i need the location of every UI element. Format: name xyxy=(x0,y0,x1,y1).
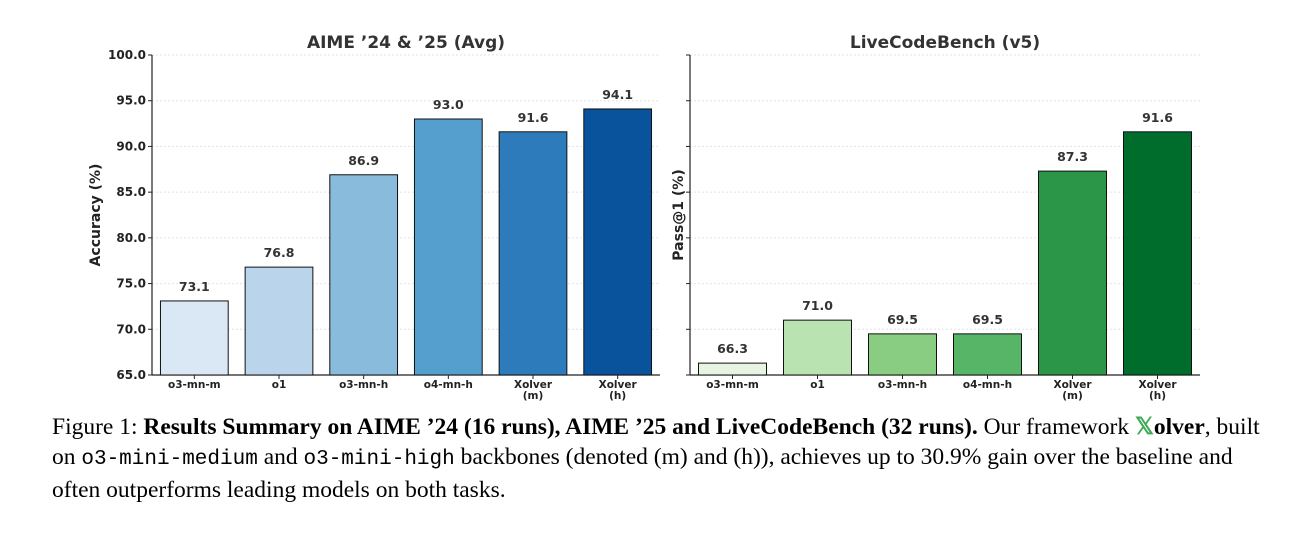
bar xyxy=(869,334,937,375)
data-label: 93.0 xyxy=(433,97,464,112)
bar xyxy=(414,119,482,375)
x-tick-label: (h) xyxy=(1149,390,1166,402)
caption-part3: and xyxy=(258,444,304,470)
data-label: 73.1 xyxy=(179,279,210,294)
data-label: 91.6 xyxy=(518,110,549,125)
y-tick-label: 85.0 xyxy=(116,185,146,199)
y-axis-label: Accuracy (%) xyxy=(88,164,104,267)
caption-code-medium: o3-mini-medium xyxy=(81,448,257,471)
y-tick-label: 100.0 xyxy=(108,48,146,62)
bar xyxy=(330,175,398,375)
caption-prefix: Figure 1: xyxy=(52,414,143,440)
x-tick-label: o4-mn-h xyxy=(424,379,473,391)
x-tick-label: o3-mn-m xyxy=(706,379,759,391)
bar xyxy=(584,109,652,375)
y-axis-label: Pass@1 (%) xyxy=(671,169,687,260)
y-tick-label: 95.0 xyxy=(116,94,146,108)
x-tick-label: o1 xyxy=(810,379,825,391)
chart-title: AIME ’24 & ’25 (Avg) xyxy=(307,33,505,53)
x-tick-label: o3-mn-m xyxy=(168,379,221,391)
data-label: 76.8 xyxy=(264,245,295,260)
xolver-logo-icon: 𝕏 xyxy=(1135,414,1154,440)
x-tick-label: (m) xyxy=(523,390,544,402)
bar xyxy=(1124,132,1192,375)
caption-bold: Results Summary on AIME ’24 (16 runs), A… xyxy=(143,414,977,440)
x-tick-label: (m) xyxy=(1062,390,1083,402)
x-tick-label: o4-mn-h xyxy=(963,379,1012,391)
bar xyxy=(954,334,1022,375)
data-label: 91.6 xyxy=(1142,110,1173,125)
x-tick-label: (h) xyxy=(609,390,626,402)
figure-caption: Figure 1: Results Summary on AIME ’24 (1… xyxy=(52,412,1272,505)
bar xyxy=(160,301,228,375)
caption-part1: Our framework xyxy=(984,414,1135,440)
data-label: 69.5 xyxy=(887,312,918,327)
y-tick-label: 80.0 xyxy=(116,231,146,245)
data-label: 94.1 xyxy=(602,87,633,102)
data-label: 66.3 xyxy=(717,341,748,356)
y-tick-label: 75.0 xyxy=(116,277,146,291)
chart-title: LiveCodeBench (v5) xyxy=(850,33,1040,53)
bar xyxy=(784,320,852,375)
bar xyxy=(245,267,313,375)
data-label: 71.0 xyxy=(802,298,833,313)
bar xyxy=(1039,171,1107,375)
data-label: 86.9 xyxy=(348,153,379,168)
caption-code-high: o3-mini-high xyxy=(304,448,455,471)
x-tick-label: o1 xyxy=(272,379,287,391)
bar xyxy=(699,363,767,375)
x-tick-label: o3-mn-h xyxy=(339,379,388,391)
y-tick-label: 70.0 xyxy=(116,322,146,336)
y-tick-label: 90.0 xyxy=(116,139,146,153)
data-label: 87.3 xyxy=(1057,149,1088,164)
x-tick-label: o3-mn-h xyxy=(878,379,927,391)
y-tick-label: 65.0 xyxy=(116,368,146,382)
data-label: 69.5 xyxy=(972,312,1003,327)
figure-charts: 65.0 70.0 75.0 80.0 85.0 90.0 95.0 100.0 AIME ’2… xyxy=(0,0,1304,410)
bar xyxy=(499,132,567,375)
caption-xolver-name: olver xyxy=(1154,414,1205,440)
